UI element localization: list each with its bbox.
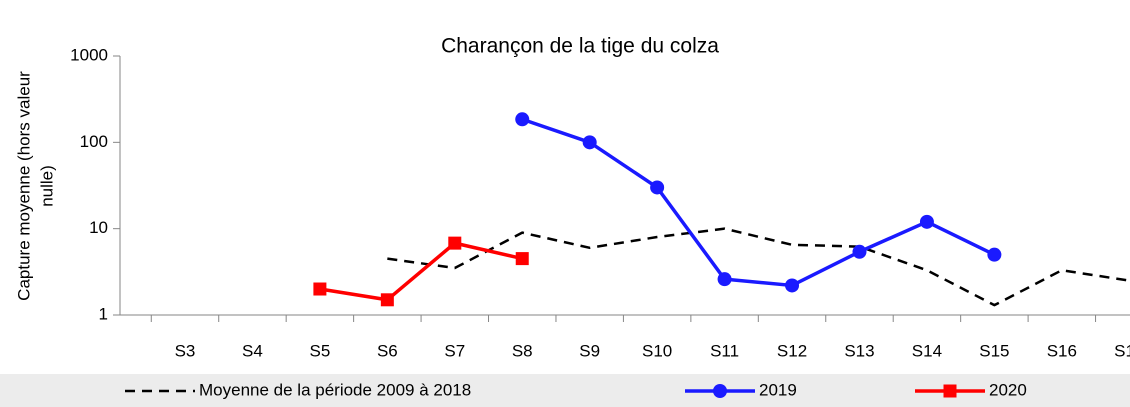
legend-label: Moyenne de la période 2009 à 2018: [199, 380, 471, 399]
legend-marker: [943, 384, 957, 398]
x-tick-label: S9: [579, 341, 600, 360]
y-axis-label: Capture moyenne (hors valeur: [14, 71, 33, 301]
x-tick-label: S5: [309, 341, 330, 360]
x-tick-label: S3: [175, 341, 196, 360]
point: [448, 236, 462, 250]
y-axis-label: nulle): [37, 165, 56, 207]
x-tick-label: S17: [1114, 341, 1130, 360]
chart-title: Charançon de la tige du colza: [441, 35, 719, 58]
point: [852, 244, 867, 259]
legend-label: 2020: [989, 380, 1027, 399]
y-tick-label: 10: [89, 218, 108, 237]
y-tick-label: 1: [99, 304, 108, 323]
point: [515, 112, 530, 127]
series-line: [521, 117, 996, 288]
x-tick-label: S11: [710, 341, 739, 360]
point: [919, 214, 934, 229]
x-tick-label: S8: [512, 341, 533, 360]
x-tick-label: S14: [912, 341, 942, 360]
legend-label: 2019: [759, 380, 797, 399]
series-line: [319, 241, 523, 302]
point: [987, 247, 1002, 262]
x-tick-label: S15: [979, 341, 1009, 360]
series-line: [387, 227, 1130, 307]
x-tick-label: S7: [444, 341, 465, 360]
point: [717, 272, 732, 287]
point: [380, 293, 394, 307]
point: [515, 252, 529, 266]
x-tick-label: S13: [844, 341, 874, 360]
point: [582, 135, 597, 150]
legend-marker: [713, 384, 727, 398]
x-tick-label: S6: [377, 341, 398, 360]
point: [785, 278, 800, 293]
point: [650, 180, 665, 195]
x-tick-label: S4: [242, 341, 263, 360]
x-tick-label: S16: [1047, 341, 1077, 360]
point: [313, 282, 327, 296]
y-tick-label: 100: [80, 132, 108, 151]
x-tick-label: S12: [777, 341, 807, 360]
y-tick-label: 1000: [70, 45, 108, 64]
x-tick-label: S10: [642, 341, 672, 360]
